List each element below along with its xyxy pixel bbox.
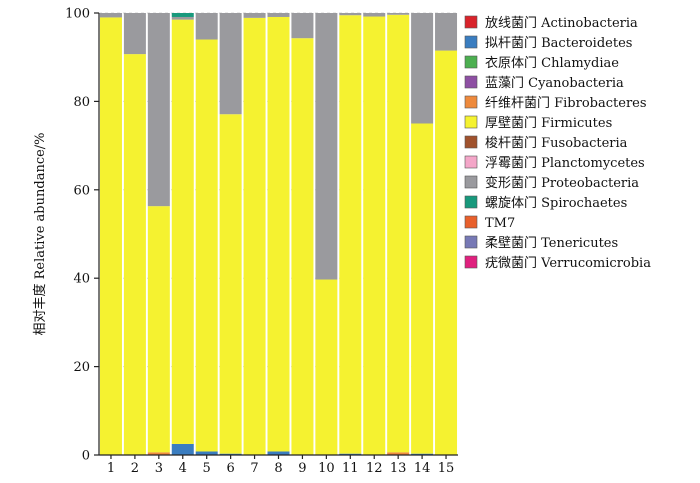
legend: 放线菌门 Actinobacteria 拟杆菌门 Bacteroidetes 衣原体… [464, 15, 651, 271]
x-tick-label: 15 [438, 461, 455, 476]
bar-segment [99, 13, 122, 18]
bar-segment [435, 50, 458, 455]
bar-segment [171, 16, 194, 20]
x-tick-label: 2 [131, 461, 139, 476]
bar-segment [411, 453, 434, 455]
x-tick-label: 10 [318, 461, 335, 476]
bar-segment [339, 15, 362, 454]
bar-segment [171, 13, 194, 17]
bar-segment [315, 13, 338, 280]
x-tick-label: 14 [414, 461, 431, 476]
bar-segment [387, 13, 410, 15]
legend-swatch [464, 135, 478, 149]
legend-swatch [464, 95, 478, 109]
legend-label: 纤维杆菌门 Fibrobacteres [485, 96, 647, 111]
bar-segment [363, 16, 386, 455]
legend-label: 放线菌门 Actinobacteria [485, 16, 638, 31]
x-tick-label: 13 [390, 461, 407, 476]
legend-swatch [464, 55, 478, 69]
x-tick-label: 3 [155, 461, 163, 476]
legend-label: 变形菌门 Proteobacteria [485, 175, 639, 191]
bar-segment [435, 13, 458, 51]
y-tick-label: 40 [73, 272, 90, 287]
bar-segment [291, 38, 314, 455]
legend-label: 疣微菌门 Verrucomicrobia [485, 256, 651, 271]
legend-label: 浮霉菌门 Planctomycetes [485, 156, 645, 171]
bar-segment [219, 13, 242, 115]
bar-segment [291, 13, 314, 39]
bar-segment [387, 14, 410, 453]
bar-segment [171, 443, 194, 455]
bar-segment [411, 123, 434, 454]
legend-label: 螺旋体门 Spirochaetes [485, 196, 627, 211]
legend-label: 梭杆菌门 Fusobacteria [485, 135, 628, 151]
legend-swatch [464, 35, 478, 49]
x-tick-label: 7 [250, 461, 258, 476]
bar-segment [195, 451, 218, 455]
legend-swatch [464, 235, 478, 249]
bar-segment [243, 13, 266, 18]
bar-segment [219, 453, 242, 455]
bar-segment [411, 13, 434, 124]
legend-swatch [464, 215, 478, 229]
bar-segment [123, 54, 146, 456]
bar-segment [267, 16, 290, 452]
legend-label: 衣原体门 Chlamydiae [485, 55, 619, 71]
legend-label: 拟杆菌门 Bacteroidetes [485, 36, 632, 51]
bar-segment [267, 13, 290, 17]
bar-segment [219, 114, 242, 454]
legend-label: 柔壁菌门 Tenericutes [485, 236, 618, 251]
x-tick-label: 12 [366, 461, 383, 476]
legend-label: TM7 [485, 216, 515, 231]
legend-swatch [464, 155, 478, 169]
legend-swatch [464, 75, 478, 89]
x-tick-label: 4 [179, 461, 187, 476]
x-tick-label: 1 [107, 461, 115, 476]
y-tick-label: 80 [73, 95, 90, 110]
bar-segment [243, 17, 266, 455]
legend-swatch [464, 115, 478, 129]
y-axis-label: 相对丰度 Relative abundance/% [32, 132, 48, 335]
bar-segment [195, 39, 218, 452]
legend-swatch [464, 15, 478, 29]
bar-segment [339, 453, 362, 455]
y-tick-label: 100 [65, 7, 90, 22]
x-tick-label: 5 [203, 461, 211, 476]
y-tick-label: 20 [73, 360, 90, 375]
y-tick-label: 60 [73, 183, 90, 198]
bar-segment [195, 13, 218, 40]
legend-swatch [464, 255, 478, 269]
legend-swatch [464, 175, 478, 189]
bar-segment [147, 13, 170, 207]
x-tick-label: 6 [226, 461, 234, 476]
bar-segment [315, 279, 338, 455]
legend-label: 厚壁菌门 Firmicutes [485, 116, 612, 131]
bar-segment [123, 13, 146, 55]
legend-swatch [464, 195, 478, 209]
x-tick-label: 11 [342, 461, 359, 476]
bar-segment [147, 452, 170, 455]
bar-segment [99, 17, 122, 455]
bar-segment [267, 451, 290, 455]
bar-segment [147, 206, 170, 453]
bar-segment [339, 13, 362, 16]
y-tick-label: 0 [82, 449, 90, 464]
bars [99, 13, 458, 456]
bar-segment [363, 13, 386, 17]
bar-segment [387, 452, 410, 455]
axes [94, 12, 458, 459]
x-tick-label: 9 [298, 461, 306, 476]
bar-segment [171, 19, 194, 444]
legend-label: 蓝藻门 Cyanobacteria [485, 76, 624, 91]
x-tick-label: 8 [274, 461, 282, 476]
